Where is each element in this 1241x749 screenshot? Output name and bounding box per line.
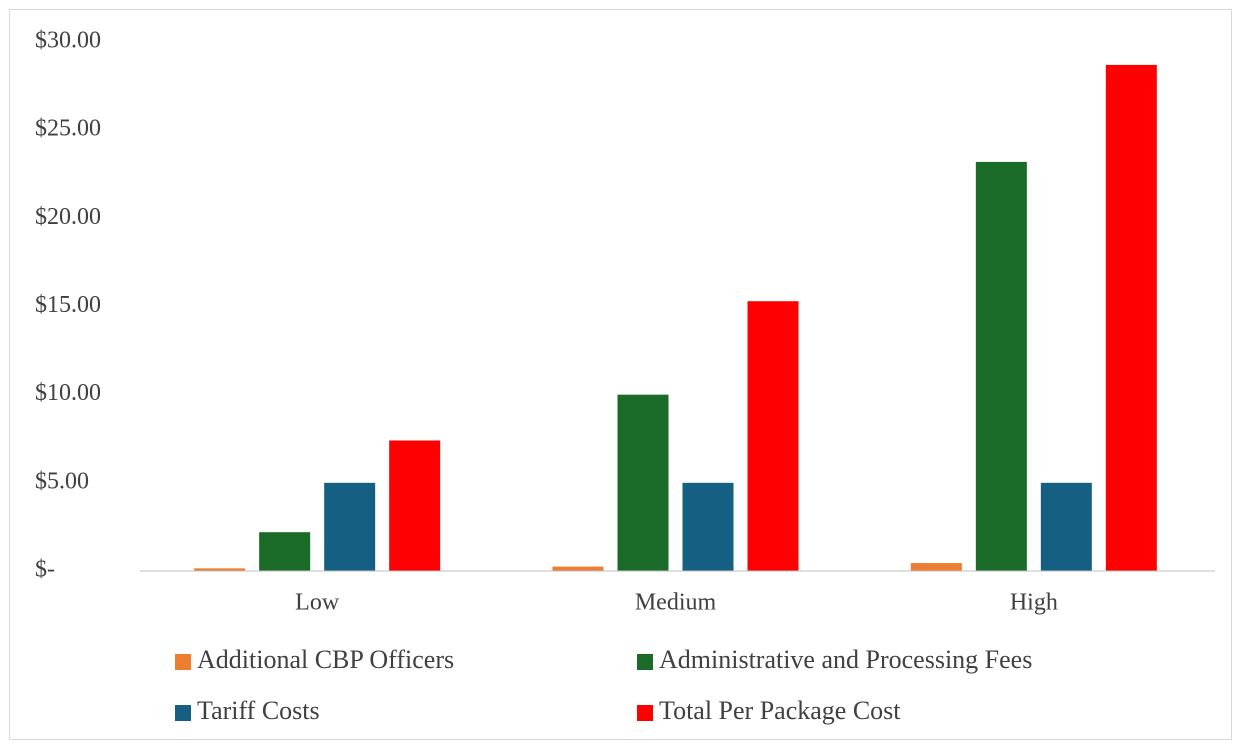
bar — [194, 568, 246, 571]
x-tick-label: Low — [295, 590, 340, 616]
x-tick-label: High — [1010, 590, 1058, 616]
bar — [324, 482, 376, 571]
y-tick-label: $10.00 — [35, 380, 101, 406]
y-tick-label: $30.00 — [35, 28, 101, 54]
legend-swatch — [175, 705, 191, 721]
bar — [975, 161, 1027, 571]
y-tick-label: $5.00 — [35, 468, 89, 494]
bar — [617, 394, 669, 571]
legend-label: Additional CBP Officers — [197, 645, 454, 674]
y-tick-label: $- — [35, 557, 55, 583]
y-tick-label: $15.00 — [35, 292, 101, 318]
y-tick-label: $25.00 — [35, 116, 101, 142]
bar — [1040, 482, 1092, 571]
bar — [682, 482, 734, 571]
x-tick-label: Medium — [635, 590, 717, 616]
legend-swatch — [175, 654, 191, 670]
chart-frame — [9, 9, 1232, 740]
legend-label: Total Per Package Cost — [659, 696, 901, 725]
legend-label: Administrative and Processing Fees — [659, 645, 1032, 674]
bar — [910, 563, 962, 571]
legend-label: Tariff Costs — [197, 696, 320, 725]
bar — [389, 440, 441, 571]
y-tick-label: $20.00 — [35, 204, 101, 230]
bar — [1105, 64, 1157, 571]
bar — [747, 301, 799, 571]
legend-swatch — [637, 705, 653, 721]
legend-swatch — [637, 654, 653, 670]
bar — [552, 566, 604, 571]
bar — [259, 532, 311, 571]
